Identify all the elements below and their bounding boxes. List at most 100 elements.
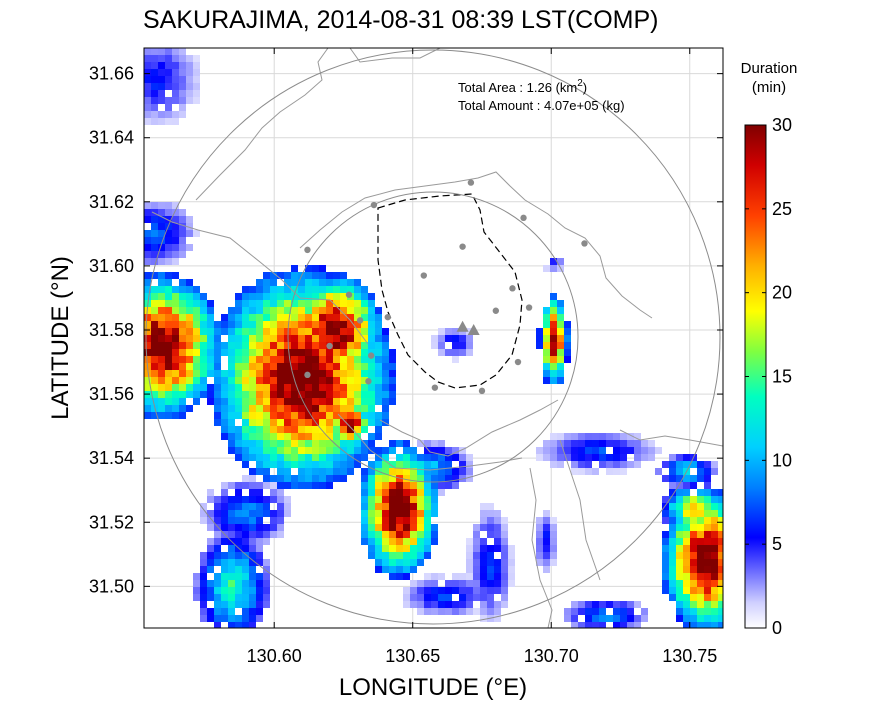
- heatmap-cell: [200, 517, 207, 524]
- heatmap-cell: [424, 440, 431, 447]
- heatmap-cell: [368, 419, 375, 426]
- heatmap-cell: [417, 545, 424, 552]
- heatmap-cell: [207, 356, 214, 363]
- heatmap-cell: [158, 216, 165, 223]
- heatmap-cell: [340, 433, 347, 440]
- heatmap-cell: [186, 335, 193, 342]
- heatmap-cell: [578, 601, 585, 608]
- heatmap-cell: [354, 419, 361, 426]
- heatmap-cell: [697, 503, 704, 510]
- heatmap-cell: [256, 517, 263, 524]
- heatmap-cell: [263, 398, 270, 405]
- heatmap-cell: [242, 503, 249, 510]
- heatmap-cell: [277, 293, 284, 300]
- heatmap-cell: [193, 587, 200, 594]
- heatmap-cell: [557, 349, 564, 356]
- heatmap-cell: [200, 293, 207, 300]
- heatmap-cell: [298, 405, 305, 412]
- heatmap-cell: [683, 566, 690, 573]
- heatmap-cell: [410, 580, 417, 587]
- heatmap-cell: [228, 559, 235, 566]
- heatmap-cell: [347, 377, 354, 384]
- coastline-segment: [619, 429, 723, 447]
- heatmap-cell: [249, 496, 256, 503]
- heatmap-cell: [263, 468, 270, 475]
- heatmap-cell: [501, 587, 508, 594]
- heatmap-cell: [564, 615, 571, 622]
- heatmap-cell: [662, 573, 669, 580]
- heatmap-cell: [256, 412, 263, 419]
- heatmap-cell: [704, 489, 711, 496]
- heatmap-cell: [382, 405, 389, 412]
- heatmap-cell: [368, 517, 375, 524]
- heatmap-cell: [151, 342, 158, 349]
- heatmap-cell: [263, 510, 270, 517]
- heatmap-cell: [340, 426, 347, 433]
- heatmap-cell: [186, 405, 193, 412]
- heatmap-cell: [193, 321, 200, 328]
- heatmap-cell: [305, 363, 312, 370]
- heatmap-cell: [270, 314, 277, 321]
- y-tick-label: 31.64: [89, 128, 134, 148]
- heatmap-cell: [228, 433, 235, 440]
- heatmap-cell: [592, 440, 599, 447]
- heatmap-cell: [214, 559, 221, 566]
- heatmap-cell: [333, 398, 340, 405]
- heatmap-cell: [242, 307, 249, 314]
- heatmap-cell: [543, 321, 550, 328]
- heatmap-cell: [543, 370, 550, 377]
- heatmap-cell: [704, 580, 711, 587]
- annotation-area-sup: 2: [577, 78, 583, 89]
- heatmap-cell: [200, 314, 207, 321]
- heatmap-cell: [193, 76, 200, 83]
- heatmap-cell: [263, 391, 270, 398]
- heatmap-cell: [179, 62, 186, 69]
- heatmap-cell: [557, 447, 564, 454]
- heatmap-cell: [228, 587, 235, 594]
- heatmap-cell: [417, 524, 424, 531]
- heatmap-cell: [144, 118, 151, 125]
- heatmap-cell: [452, 601, 459, 608]
- heatmap-cell: [571, 440, 578, 447]
- heatmap-cell: [718, 608, 723, 615]
- heatmap-cell: [319, 377, 326, 384]
- heatmap-cell: [263, 342, 270, 349]
- heatmap-cell: [361, 405, 368, 412]
- heatmap-cell: [452, 580, 459, 587]
- heatmap-cell: [144, 209, 151, 216]
- heatmap-cell: [284, 314, 291, 321]
- heatmap-cell: [242, 538, 249, 545]
- heatmap-cell: [466, 461, 473, 468]
- heatmap-cell: [375, 356, 382, 363]
- heatmap-cell: [627, 447, 634, 454]
- heatmap-cell: [151, 111, 158, 118]
- heatmap-cell: [361, 475, 368, 482]
- heatmap-cell: [221, 552, 228, 559]
- heatmap-cell: [333, 279, 340, 286]
- heatmap-cell: [340, 440, 347, 447]
- heatmap-cell: [270, 370, 277, 377]
- heatmap-cell: [284, 461, 291, 468]
- heatmap-cell: [487, 580, 494, 587]
- heatmap-cell: [606, 615, 613, 622]
- heatmap-cell: [165, 62, 172, 69]
- heatmap-cell: [256, 433, 263, 440]
- heatmap-cell: [228, 580, 235, 587]
- heatmap-cell: [172, 391, 179, 398]
- heatmap-cell: [165, 293, 172, 300]
- heatmap-cell: [403, 601, 410, 608]
- heatmap-cell: [214, 594, 221, 601]
- heatmap-cell: [326, 482, 333, 489]
- heatmap-cell: [466, 573, 473, 580]
- heatmap-cell: [319, 335, 326, 342]
- heatmap-cell: [151, 237, 158, 244]
- heatmap-cell: [326, 398, 333, 405]
- heatmap-cell: [298, 475, 305, 482]
- heatmap-cell: [228, 496, 235, 503]
- heatmap-cell: [312, 328, 319, 335]
- heatmap-cell: [557, 363, 564, 370]
- heatmap-cell: [242, 510, 249, 517]
- heatmap-cell: [578, 468, 585, 475]
- heatmap-cell: [711, 545, 718, 552]
